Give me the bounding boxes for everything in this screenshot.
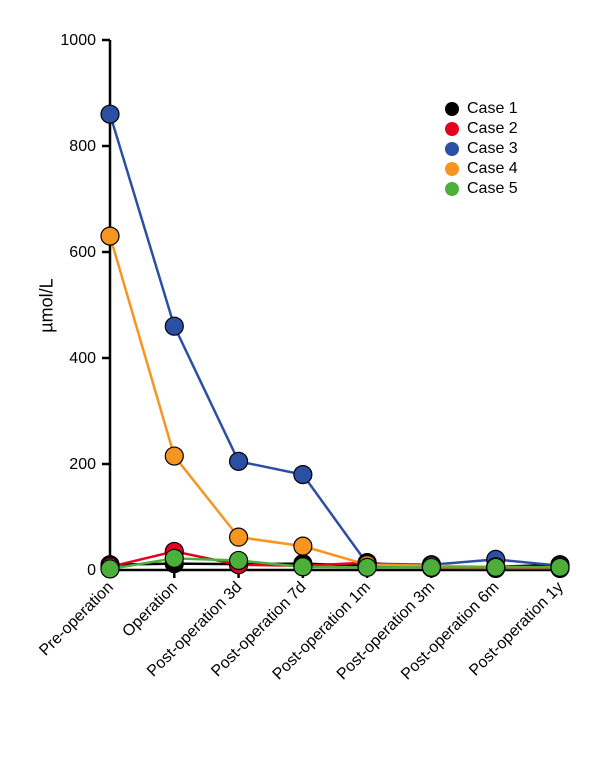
legend-swatch bbox=[445, 182, 459, 196]
svg-text:Pre-operation: Pre-operation bbox=[36, 579, 117, 660]
svg-text:600: 600 bbox=[69, 244, 96, 261]
svg-text:400: 400 bbox=[69, 350, 96, 367]
svg-text:800: 800 bbox=[69, 138, 96, 155]
legend-label: Case 2 bbox=[467, 120, 518, 138]
legend: Case 1 Case 2 Case 3 Case 4 Case 5 bbox=[445, 100, 518, 200]
legend-item: Case 1 bbox=[445, 100, 518, 118]
legend-label: Case 1 bbox=[467, 100, 518, 118]
legend-swatch bbox=[445, 142, 459, 156]
svg-text:Operation: Operation bbox=[119, 579, 181, 641]
legend-label: Case 3 bbox=[467, 140, 518, 158]
line-chart: 02004006008001000Pre-operationOperationP… bbox=[0, 0, 600, 760]
y-axis-label: µmol/L bbox=[37, 278, 58, 332]
legend-item: Case 2 bbox=[445, 120, 518, 138]
legend-label: Case 4 bbox=[467, 160, 518, 178]
svg-text:200: 200 bbox=[69, 456, 96, 473]
legend-item: Case 4 bbox=[445, 160, 518, 178]
legend-swatch bbox=[445, 122, 459, 136]
legend-item: Case 5 bbox=[445, 180, 518, 198]
legend-swatch bbox=[445, 102, 459, 116]
svg-text:0: 0 bbox=[87, 562, 96, 579]
legend-item: Case 3 bbox=[445, 140, 518, 158]
legend-swatch bbox=[445, 162, 459, 176]
legend-label: Case 5 bbox=[467, 180, 518, 198]
svg-text:1000: 1000 bbox=[60, 32, 96, 49]
